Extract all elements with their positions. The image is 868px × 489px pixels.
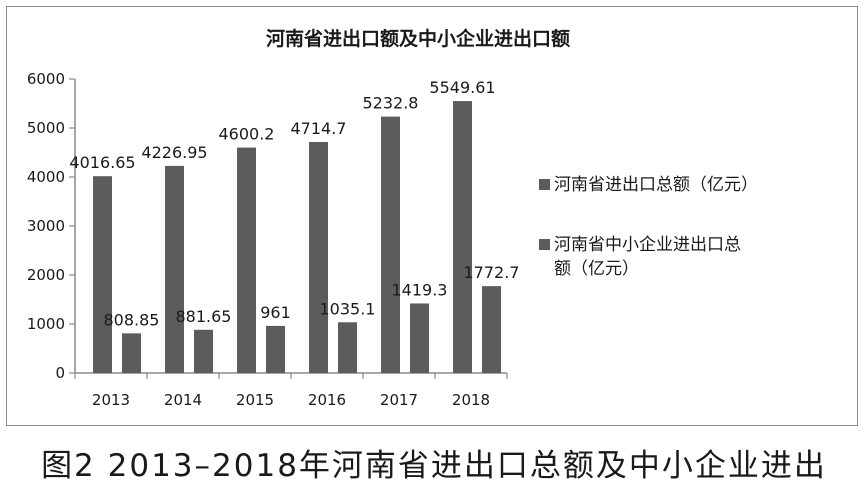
bar-series2-2017 [410, 303, 429, 373]
data-label-series2-2015: 961 [260, 303, 291, 322]
data-label-series1-2015: 4600.2 [219, 125, 275, 144]
bar-series1-2015 [237, 147, 256, 373]
chart-frame: 河南省进出口额及中小企业进出口额 0 1000 2000 3000 4000 5000 60… [6, 6, 858, 426]
data-label-series1-2014: 4226.95 [141, 143, 207, 162]
bar-chart: 河南省进出口额及中小企业进出口额 0 1000 2000 3000 4000 5000 60… [27, 27, 758, 409]
x-category-label-2016: 2016 [308, 391, 346, 409]
y-tick-label-3: 3000 [27, 217, 65, 235]
data-label-series2-2016: 1035.1 [320, 299, 376, 318]
y-tick-label-0: 0 [55, 364, 65, 382]
bar-series2-2016 [338, 322, 357, 373]
data-label-series1-2017: 5232.8 [363, 94, 419, 113]
bar-series1-2018 [453, 101, 472, 374]
data-label-series1-2016: 4714.7 [291, 119, 347, 138]
x-category-label-2018: 2018 [452, 391, 490, 409]
bar-series2-2013 [122, 333, 141, 373]
bar-series1-2013 [93, 176, 112, 373]
y-tick-label-2: 2000 [27, 266, 65, 284]
figure-caption: 图2 2013–2018年河南省进出口总额及中小企业进出 [41, 448, 827, 484]
legend-swatch-series1 [539, 179, 550, 190]
x-category-label-2013: 2013 [92, 391, 130, 409]
bar-series1-2017 [381, 116, 400, 373]
x-category-label-2014: 2014 [164, 391, 202, 409]
data-label-series2-2017: 1419.3 [392, 280, 448, 299]
data-label-series2-2013: 808.85 [104, 310, 160, 329]
legend-swatch-series2 [539, 239, 550, 250]
data-label-series1-2018: 5549.61 [429, 78, 495, 97]
y-tick-label-4: 4000 [27, 168, 65, 186]
x-category-label-2017: 2017 [380, 391, 418, 409]
legend-label-series2: 河南省中小企业进出口总 [554, 235, 741, 255]
bar-series2-2018 [482, 286, 501, 373]
x-category-label-2015: 2015 [236, 391, 274, 409]
data-label-series2-2018: 1772.7 [464, 263, 520, 282]
bar-series2-2014 [194, 329, 213, 373]
bar-series2-2015 [266, 325, 285, 373]
y-tick-label-5: 5000 [27, 119, 65, 137]
bar-series1-2014 [165, 165, 184, 373]
chart-title: 河南省进出口额及中小企业进出口额 [266, 27, 570, 50]
legend-label-series2-line2: 额（亿元） [554, 259, 639, 279]
legend-label-series1: 河南省进出口总额（亿元） [554, 175, 758, 195]
y-tick-label-6: 6000 [27, 70, 65, 88]
data-label-series2-2014: 881.65 [176, 307, 232, 326]
y-tick-label-1: 1000 [27, 315, 65, 333]
bar-series1-2016 [309, 141, 328, 373]
data-label-series1-2013: 4016.65 [69, 153, 135, 172]
